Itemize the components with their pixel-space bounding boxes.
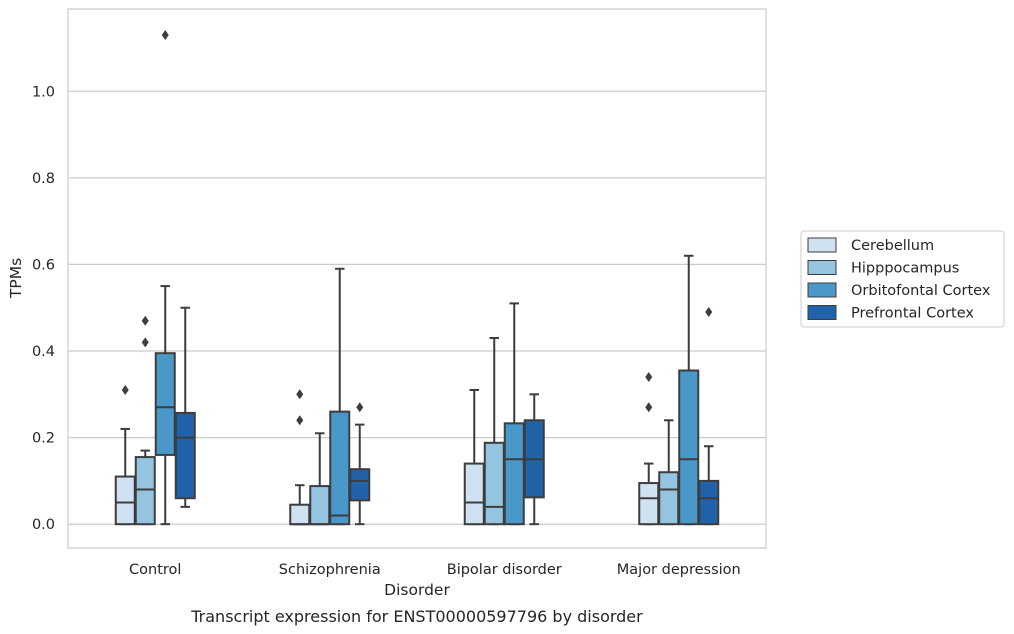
box-body [658,471,680,526]
y-tick-label: 0.4 [32,344,55,360]
x-tick-label: Bipolar disorder [447,562,562,578]
box-body [678,369,700,526]
box-hipppocampus [309,432,331,526]
box-body [698,479,720,526]
legend-frame [800,230,1005,328]
outlier-point [645,402,653,413]
x-axis-title: Disorder [384,581,450,599]
outlier-point [161,29,169,40]
box-body [289,503,311,526]
box-orbitofontal-cortex [329,267,351,526]
legend-label: Prefrontal Cortex [851,306,974,322]
legend-swatch [807,282,837,298]
y-tick-labels: 0.0 0.2 0.4 0.6 0.8 1.0 [32,84,55,533]
x-tick-label: Schizophrenia [279,562,381,578]
outlier-point [645,371,653,382]
box-cerebellum [289,389,311,526]
box-prefrontal-cortex [174,306,196,508]
legend-label: Hipppocampus [851,261,959,277]
y-tick-label: 0.8 [32,171,55,187]
box-plot-marks [114,29,720,526]
box-body [349,468,371,502]
chart-caption: Transcript expression for ENST0000059779… [190,607,643,626]
outlier-point [121,384,129,395]
outlier-point [296,415,304,426]
box-body [463,462,485,526]
legend-swatch [807,237,837,253]
box-orbitofontal-cortex [154,29,176,526]
y-tick-label: 0.2 [32,431,55,447]
x-tick-label: Control [129,562,181,578]
box-body [114,475,136,526]
outlier-point [141,337,149,348]
x-tick-label: Major depression [617,562,741,578]
x-tick-labels: Control Schizophrenia Bipolar disorder Majo… [129,562,741,578]
box-hipppocampus [658,419,680,526]
box-cerebellum [638,371,660,526]
box-body [174,411,196,500]
box-orbitofontal-cortex [503,302,525,526]
outlier-point [296,389,304,400]
box-prefrontal-cortex [523,393,545,526]
box-hipppocampus [483,337,505,526]
y-tick-label: 0.0 [32,517,55,533]
gridlines [68,90,766,525]
box-prefrontal-cortex [349,402,371,526]
outlier-point [141,315,149,326]
box-body [329,410,351,526]
y-tick-label: 0.6 [32,257,55,273]
y-tick-label: 1.0 [32,84,55,100]
legend: Cerebellum Hipppocampus Orbitofontal Corte… [800,230,1005,328]
box-cerebellum [463,388,485,526]
box-body [483,441,505,526]
box-body [134,456,156,526]
outlier-point [356,402,364,413]
legend-swatch [807,260,837,275]
outlier-point [705,307,713,318]
box-body [154,352,176,456]
box-body [503,422,525,526]
box-orbitofontal-cortex [678,254,700,526]
box-cerebellum [114,384,136,526]
box-body [638,482,660,526]
y-axis-title: TPMs [7,258,25,299]
box-body [309,485,331,526]
legend-swatch [807,305,837,320]
box-prefrontal-cortex [698,307,720,526]
legend-label: Cerebellum [851,238,934,254]
box-hipppocampus [134,315,156,526]
plot-frame [67,8,767,549]
legend-label: Orbitofontal Cortex [851,283,991,299]
